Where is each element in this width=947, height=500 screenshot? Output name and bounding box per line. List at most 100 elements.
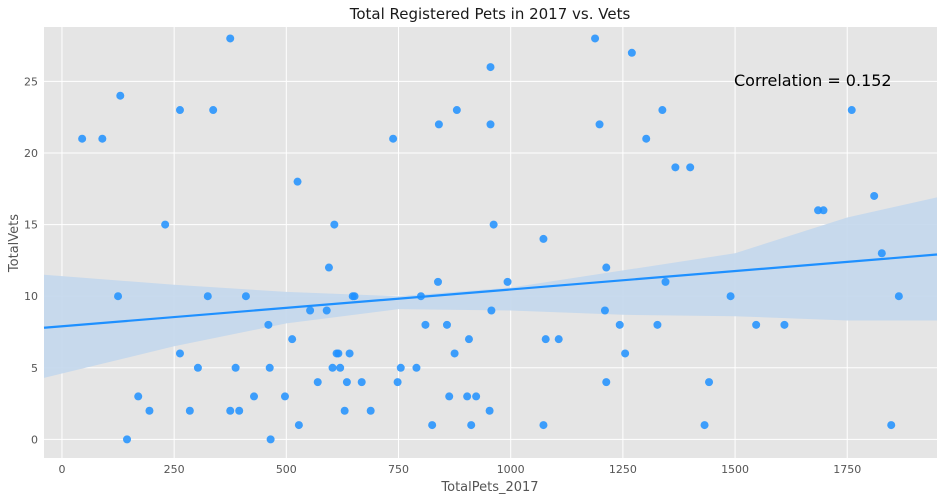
data-point xyxy=(328,363,337,372)
data-point xyxy=(847,106,856,115)
data-point xyxy=(322,306,331,315)
data-point xyxy=(472,392,481,401)
data-point xyxy=(452,106,461,115)
data-point xyxy=(421,320,430,329)
data-point xyxy=(887,421,896,430)
data-point xyxy=(193,363,202,372)
data-point xyxy=(393,378,402,387)
data-point xyxy=(428,421,437,430)
data-point xyxy=(161,220,170,229)
data-point xyxy=(671,163,680,172)
data-point xyxy=(416,292,425,301)
data-point xyxy=(306,306,315,315)
data-point xyxy=(539,421,548,430)
data-point xyxy=(653,320,662,329)
data-point xyxy=(334,349,343,358)
data-point xyxy=(280,392,289,401)
data-point xyxy=(600,306,609,315)
x-tick-label: 750 xyxy=(388,463,409,476)
data-point xyxy=(433,277,442,286)
x-axis-ticks: 0 250 500 750 1000 1250 1500 1750 xyxy=(58,463,861,476)
x-tick-label: 1500 xyxy=(721,463,749,476)
data-point xyxy=(226,406,235,415)
data-point xyxy=(752,320,761,329)
chart-title: Total Registered Pets in 2017 vs. Vets xyxy=(349,5,631,23)
data-point xyxy=(78,134,87,143)
y-tick-label: 10 xyxy=(24,290,38,303)
data-point xyxy=(294,421,303,430)
x-axis-label: TotalPets_2017 xyxy=(440,480,538,495)
data-point xyxy=(241,292,250,301)
data-points xyxy=(78,34,903,444)
data-point xyxy=(615,320,624,329)
data-point xyxy=(336,363,345,372)
y-tick-label: 5 xyxy=(31,362,38,375)
data-point xyxy=(541,335,550,344)
data-point xyxy=(442,320,451,329)
regression-line xyxy=(43,253,938,329)
data-point xyxy=(235,406,244,415)
data-point xyxy=(621,349,630,358)
data-point xyxy=(780,320,789,329)
data-point xyxy=(175,349,184,358)
data-point xyxy=(366,406,375,415)
data-point xyxy=(877,249,886,258)
y-tick-label: 0 xyxy=(31,433,38,446)
data-point xyxy=(485,406,494,415)
data-point xyxy=(209,106,218,115)
data-point xyxy=(486,120,495,129)
data-point xyxy=(266,435,275,444)
y-tick-label: 25 xyxy=(24,75,38,88)
data-point xyxy=(595,120,604,129)
x-tick-label: 1000 xyxy=(497,463,525,476)
data-point xyxy=(114,292,123,301)
data-point xyxy=(463,392,472,401)
data-point xyxy=(324,263,333,272)
data-point xyxy=(819,206,828,215)
data-point xyxy=(134,392,143,401)
data-point xyxy=(467,421,476,430)
data-point xyxy=(340,406,349,415)
data-point xyxy=(145,406,154,415)
data-point xyxy=(489,220,498,229)
data-point xyxy=(700,421,709,430)
data-point xyxy=(313,378,322,387)
confidence-band-area xyxy=(44,197,937,378)
data-point xyxy=(357,378,366,387)
x-tick-label: 1750 xyxy=(833,463,861,476)
data-point xyxy=(486,63,495,72)
data-point xyxy=(226,34,235,43)
correlation-annotation: Correlation = 0.152 xyxy=(734,71,892,90)
data-point xyxy=(602,263,611,272)
data-point xyxy=(265,363,274,372)
data-point xyxy=(627,48,636,57)
y-tick-label: 20 xyxy=(24,147,38,160)
data-point xyxy=(554,335,563,344)
data-point xyxy=(445,392,454,401)
x-tick-label: 500 xyxy=(276,463,297,476)
data-point xyxy=(726,292,735,301)
data-point xyxy=(894,292,903,301)
y-axis-ticks: 0 5 10 15 20 25 xyxy=(24,75,38,446)
data-point xyxy=(870,191,879,200)
x-tick-label: 250 xyxy=(164,463,185,476)
data-point xyxy=(231,363,240,372)
data-point xyxy=(389,134,398,143)
data-point xyxy=(342,378,351,387)
data-point xyxy=(288,335,297,344)
data-point xyxy=(250,392,259,401)
y-axis-label: TotalVets xyxy=(7,214,22,273)
data-point xyxy=(539,234,548,243)
data-point xyxy=(123,435,132,444)
confidence-band xyxy=(44,197,937,378)
data-point xyxy=(116,91,125,100)
data-point xyxy=(98,134,107,143)
data-point xyxy=(658,106,667,115)
regression-line-group xyxy=(43,253,938,329)
data-point xyxy=(293,177,302,186)
data-point xyxy=(487,306,496,315)
data-point xyxy=(345,349,354,358)
data-point xyxy=(185,406,194,415)
data-point xyxy=(661,277,670,286)
